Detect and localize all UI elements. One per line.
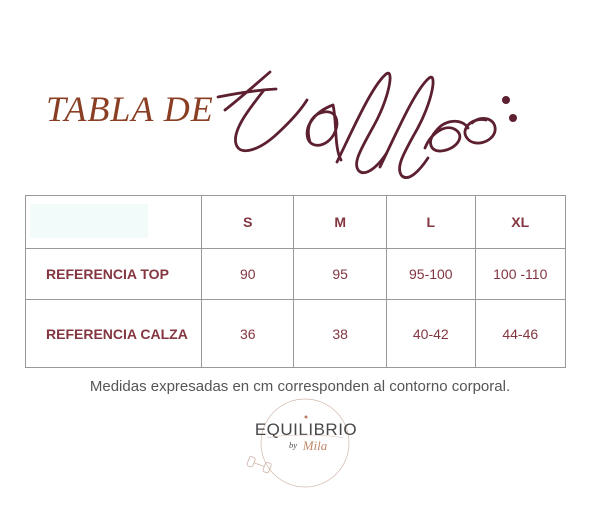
svg-text:Mila: Mila	[302, 438, 328, 453]
svg-text:by: by	[289, 440, 297, 450]
svg-text:EQUILIBRIO: EQUILIBRIO	[255, 420, 357, 439]
